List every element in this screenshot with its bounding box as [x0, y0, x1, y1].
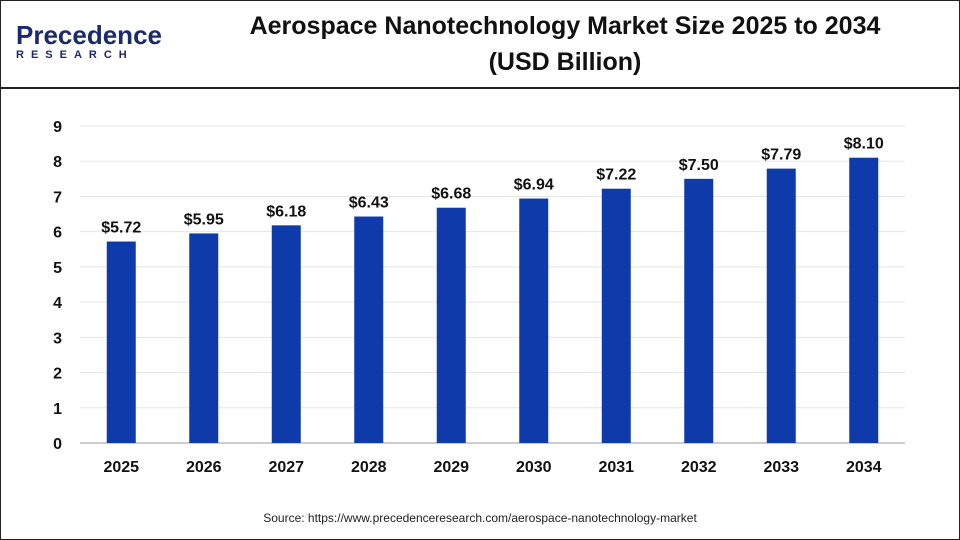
bar-2028	[354, 216, 384, 443]
bar-2032	[684, 178, 714, 444]
logo-subtitle: RESEARCH	[16, 49, 134, 61]
logo-wordmark: Precedence	[16, 20, 162, 50]
y-tick-label: 4	[53, 295, 62, 312]
bar-2030	[519, 198, 549, 443]
chart-title: Aerospace Nanotechnology Market Size 202…	[180, 8, 950, 80]
x-tick-label: 2028	[351, 459, 387, 476]
bar-2034	[849, 157, 879, 443]
bar-2031	[601, 188, 631, 443]
y-tick-label: 8	[53, 154, 62, 171]
y-tick-label: 5	[53, 260, 62, 277]
y-tick-label: 0	[53, 436, 62, 453]
x-tick-label: 2027	[268, 459, 304, 476]
y-tick-label: 9	[53, 119, 62, 136]
x-tick-label: 2034	[846, 459, 882, 476]
x-tick-label: 2026	[186, 459, 222, 476]
data-label-2031: $7.22	[596, 167, 636, 184]
data-label-2028: $6.43	[349, 195, 389, 212]
x-tick-label: 2033	[763, 459, 799, 476]
y-tick-label: 7	[53, 189, 62, 206]
data-label-2025: $5.72	[101, 220, 141, 237]
bar-2027	[271, 225, 301, 443]
data-label-2026: $5.95	[184, 211, 224, 228]
precedence-research-logo: Precedence RESEARCH	[16, 22, 166, 62]
data-label-2032: $7.50	[679, 157, 719, 174]
data-label-2027: $6.18	[266, 203, 306, 220]
y-tick-label: 2	[53, 366, 62, 383]
x-tick-label: 2031	[598, 459, 634, 476]
chart-title-line-2: (USD Billion)	[488, 48, 642, 76]
data-label-2030: $6.94	[514, 177, 554, 194]
header-divider	[0, 87, 960, 89]
x-tick-label: 2029	[433, 459, 469, 476]
y-tick-label: 3	[53, 330, 62, 347]
bar-2025	[106, 241, 136, 443]
bar-2026	[189, 233, 219, 443]
x-tick-label: 2025	[103, 459, 139, 476]
data-label-2033: $7.79	[761, 147, 801, 164]
source-note: Source: https://www.precedenceresearch.c…	[263, 511, 697, 525]
x-tick-label: 2032	[681, 459, 717, 476]
y-tick-label: 1	[53, 401, 62, 418]
y-tick-label: 6	[53, 225, 62, 242]
data-label-2029: $6.68	[431, 186, 471, 203]
data-label-2034: $8.10	[844, 136, 884, 153]
bar-2029	[436, 207, 466, 443]
chart-title-line-1: Aerospace Nanotechnology Market Size 202…	[249, 12, 881, 40]
x-tick-label: 2030	[516, 459, 552, 476]
bar-2033	[766, 168, 796, 443]
